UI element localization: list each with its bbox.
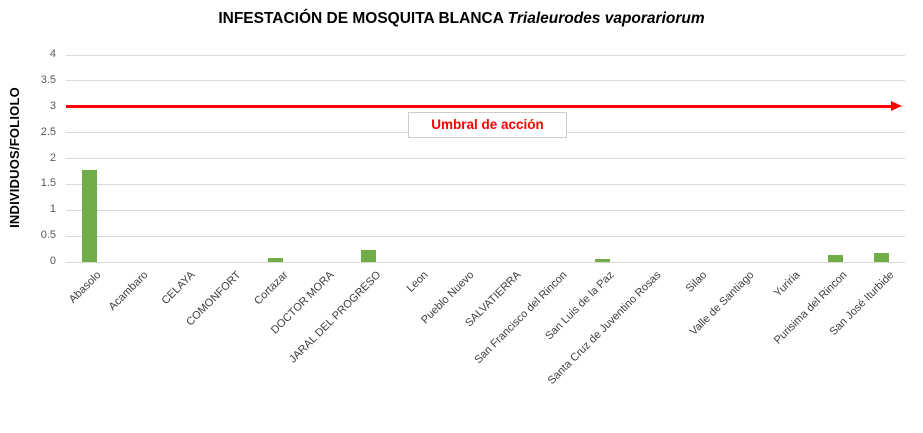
bar-jaral-del-progreso — [361, 249, 377, 262]
y-tick-label: 2.5 — [40, 125, 56, 138]
chart-title: INFESTACIÓN DE MOSQUITA BLANCA Trialeuro… — [0, 10, 923, 28]
bar-san-luis-de-la-paz — [594, 259, 610, 262]
y-tick-label: 0 — [49, 255, 56, 267]
x-axis-label: San Francisco del Rincon — [472, 269, 570, 367]
y-tick-label: 0.5 — [40, 229, 56, 242]
y-tick-label: 1.5 — [40, 177, 56, 190]
x-axis-label: DOCTOR MORA — [269, 269, 337, 337]
x-axis-label: CELAYA — [158, 269, 198, 308]
chart-title-main: INFESTACIÓN DE MOSQUITA BLANCA — [218, 10, 504, 27]
gridline — [66, 261, 905, 263]
threshold-line — [66, 105, 891, 109]
gridline — [66, 183, 905, 185]
x-axis-label: Cortazar — [251, 269, 291, 308]
x-axis-label: SALVATIERRA — [462, 269, 524, 330]
x-axis-label: Leon — [404, 269, 431, 295]
y-tick-label: 3.5 — [40, 73, 56, 86]
gridline — [66, 235, 905, 237]
x-axis-label: COMONFORT — [184, 269, 244, 329]
threshold-label: Umbral de acción — [431, 117, 544, 132]
bar-san-jos-iturbide — [874, 253, 890, 262]
bar-purisima-del-rincon — [827, 255, 843, 262]
gridline — [66, 80, 905, 82]
x-axis-label: Silao — [683, 269, 710, 295]
gridline — [66, 209, 905, 211]
gridline — [66, 158, 905, 159]
threshold-arrowhead-icon — [891, 101, 902, 112]
bar-cortazar — [268, 257, 284, 262]
y-tick-label: 1 — [49, 203, 56, 216]
x-axis-label: Pueblo Nuevo — [419, 269, 477, 327]
x-axis-label: Yuriria — [772, 269, 803, 300]
x-axis-label: Valle de Santiago — [687, 269, 757, 338]
bar-abasolo — [81, 170, 97, 262]
gridline — [66, 54, 905, 56]
y-tick-label: 2 — [49, 151, 56, 164]
chart-title-species: Trialeurodes vaporariorum — [507, 10, 705, 27]
x-axis-label: Santa Cruz de Juventino Rosas — [545, 269, 664, 387]
y-tick-label: 3 — [49, 99, 56, 112]
threshold-label-box: Umbral de acción — [408, 112, 567, 138]
y-tick-label: 4 — [49, 48, 56, 60]
x-axis-label: San José Iturbide — [827, 269, 897, 339]
